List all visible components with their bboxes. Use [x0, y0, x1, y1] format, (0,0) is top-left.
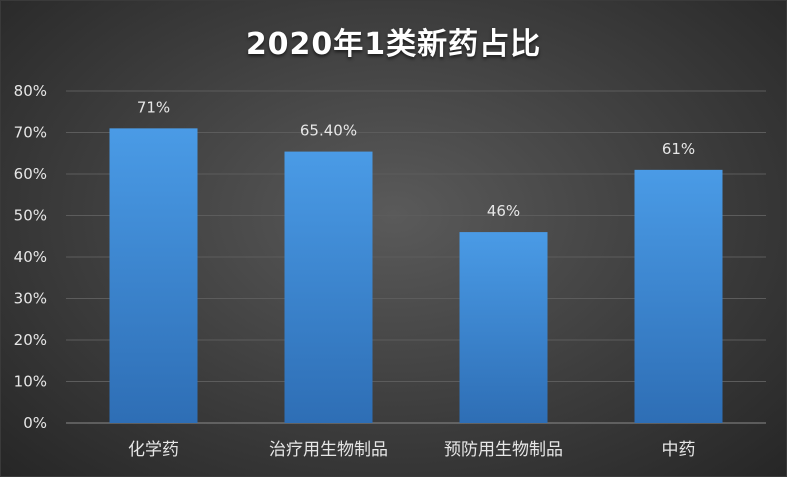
bar: [109, 128, 198, 423]
category-labels: 化学药 治疗用生物制品 预防用生物制品 中药: [128, 440, 696, 460]
chart-title: 2020年1类新药占比: [245, 27, 542, 62]
y-tick-label: 0%: [23, 414, 47, 432]
y-tick-label: 80%: [14, 82, 47, 100]
data-label: 65.40%: [300, 122, 357, 140]
y-tick-label: 20%: [14, 331, 47, 349]
y-tick-label: 50%: [14, 207, 47, 225]
y-tick-label: 30%: [14, 290, 47, 308]
category-label: 化学药: [128, 440, 179, 460]
data-label: 46%: [487, 202, 520, 220]
y-tick-label: 70%: [14, 124, 47, 142]
data-labels: 71% 65.40% 46% 61%: [137, 98, 695, 220]
y-tick-label: 40%: [14, 248, 47, 266]
category-label: 预防用生物制品: [444, 440, 563, 460]
category-label: 治疗用生物制品: [269, 440, 388, 460]
bars: [109, 128, 723, 423]
y-axis-ticks: 0% 10% 20% 30% 40% 50% 60% 70% 80%: [14, 82, 47, 432]
bar: [634, 169, 723, 423]
y-tick-label: 60%: [14, 165, 47, 183]
data-label: 61%: [662, 140, 695, 158]
bar: [459, 232, 548, 423]
bar: [284, 151, 373, 423]
data-label: 71%: [137, 98, 170, 116]
y-tick-label: 10%: [14, 373, 47, 391]
category-label: 中药: [662, 440, 696, 460]
